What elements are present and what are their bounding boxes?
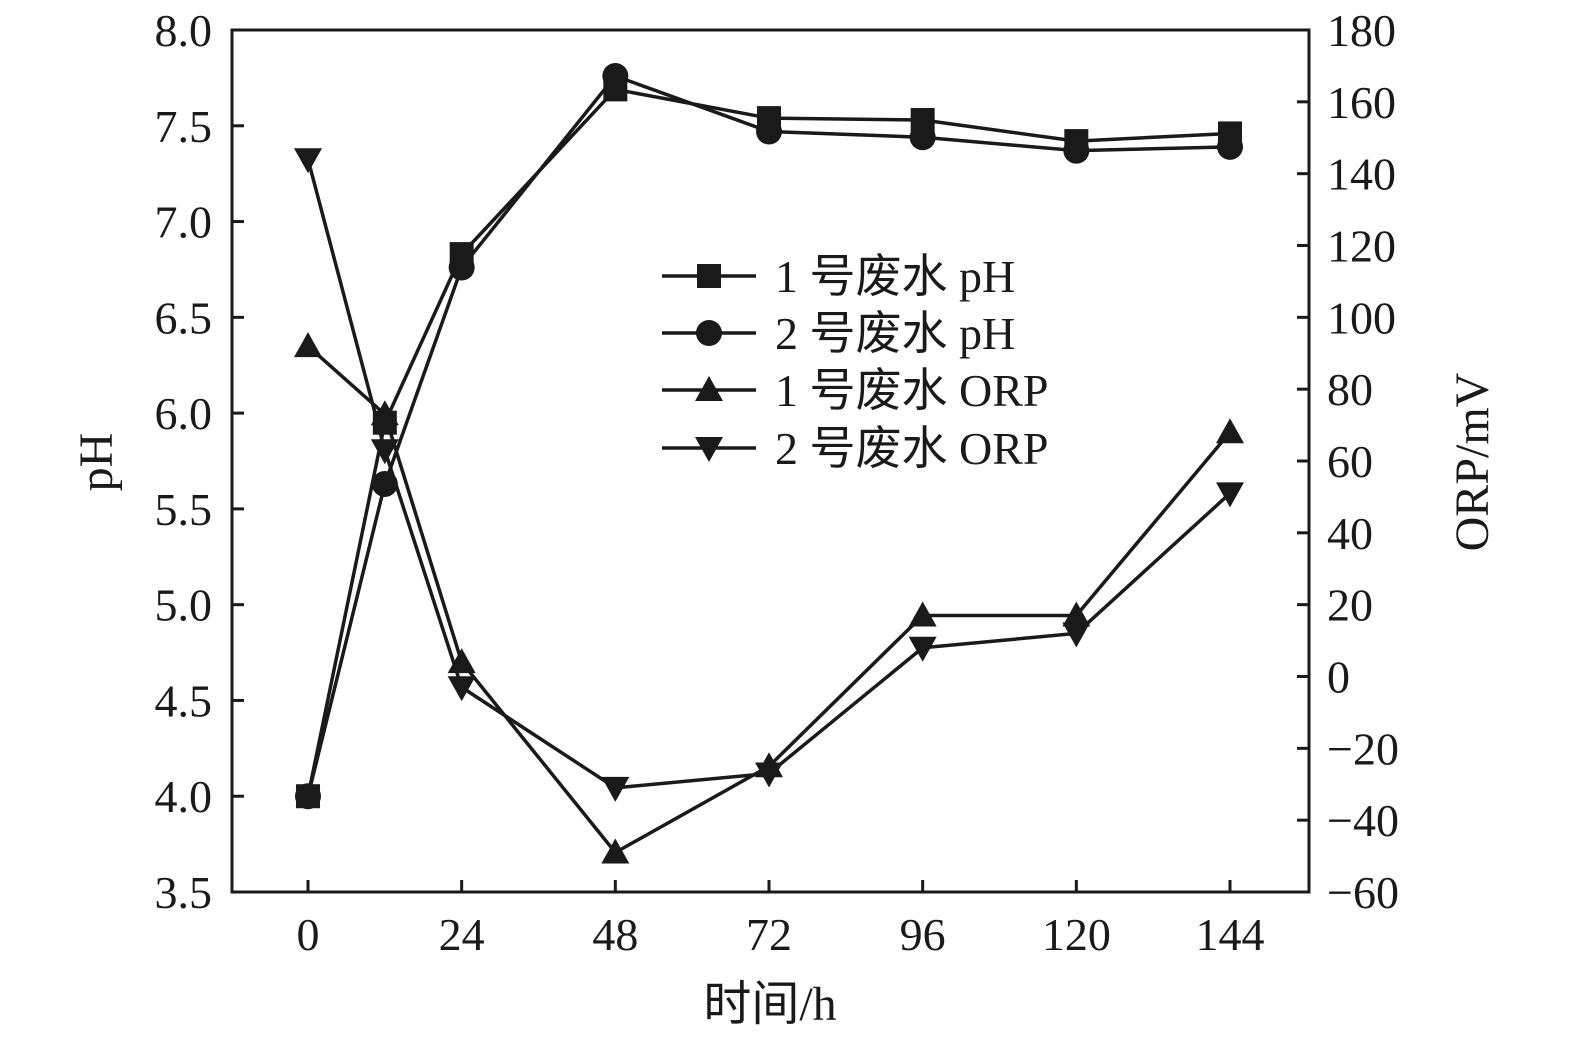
legend-label-3: 1 号废水 ORP bbox=[775, 365, 1048, 416]
x-tick-label: 48 bbox=[592, 909, 638, 960]
x-axis-title: 时间/h bbox=[703, 978, 836, 1031]
left-y-tick-label: 4.5 bbox=[155, 675, 213, 726]
x-tick-label: 120 bbox=[1042, 909, 1111, 960]
series-2-point bbox=[909, 124, 936, 151]
right-y-tick-label: 120 bbox=[1327, 221, 1396, 272]
left-y-tick-label: 3.5 bbox=[155, 867, 213, 918]
legend-label-2: 2 号废水 pH bbox=[775, 308, 1015, 359]
legend-label-4: 2 号废水 ORP bbox=[775, 423, 1048, 474]
series-2-point bbox=[371, 470, 398, 497]
series-2-point bbox=[448, 254, 475, 281]
legend-marker-4 bbox=[695, 437, 723, 462]
legend-marker-2 bbox=[696, 320, 722, 346]
right-y-tick-label: −20 bbox=[1327, 723, 1399, 774]
x-tick-label: 72 bbox=[746, 909, 792, 960]
right-y-tick-label: −60 bbox=[1327, 867, 1399, 918]
series-3-point bbox=[601, 838, 630, 864]
series-layer bbox=[294, 62, 1244, 864]
left-y-tick-label: 8.0 bbox=[155, 5, 213, 56]
series-3-point bbox=[1062, 601, 1091, 627]
series-3-point bbox=[908, 601, 937, 627]
series-4-point bbox=[1062, 622, 1091, 648]
series-line-1 bbox=[306, 87, 1231, 797]
left-y-axis-ticks: 3.5 4.0 4.5 5.0 5.5 6.0 6.5 7.0 7.5 8.0 bbox=[155, 5, 244, 918]
right-y-tick-label: −40 bbox=[1327, 795, 1399, 846]
left-y-tick-label: 4.0 bbox=[155, 771, 213, 822]
x-axis-ticks: 0 24 48 72 96 120 144 bbox=[297, 880, 1265, 960]
series-4-point bbox=[1216, 482, 1244, 508]
left-y-tick-label: 6.5 bbox=[155, 292, 213, 343]
series-2-point bbox=[295, 783, 321, 810]
right-y-axis-ticks: −60 −40 −20 0 20 40 60 80 100 120 140 160 180 bbox=[1297, 5, 1399, 918]
legend: 1 号废水 pH 2 号废水 pH 1 号废水 ORP 2 号废水 ORP bbox=[662, 251, 1048, 474]
left-y-axis-title: pH bbox=[70, 433, 123, 492]
series-4-point bbox=[294, 148, 322, 174]
right-y-axis-title: ORP/mV bbox=[1446, 372, 1499, 551]
x-tick-label: 24 bbox=[439, 909, 485, 960]
right-y-tick-label: 60 bbox=[1327, 436, 1373, 487]
x-tick-label: 0 bbox=[297, 909, 320, 960]
left-y-tick-label: 7.0 bbox=[155, 197, 213, 248]
series-line-2 bbox=[306, 74, 1231, 797]
left-y-tick-label: 6.0 bbox=[155, 388, 213, 439]
series-4-point bbox=[601, 776, 630, 802]
series-4-point bbox=[447, 676, 476, 702]
series-2-point bbox=[602, 62, 629, 89]
series-4-point bbox=[370, 439, 399, 465]
right-y-tick-label: 180 bbox=[1327, 5, 1396, 56]
series-4-point bbox=[755, 762, 783, 788]
right-y-tick-label: 80 bbox=[1327, 364, 1373, 415]
legend-label-1: 1 号废水 pH bbox=[775, 251, 1015, 302]
series-line-3 bbox=[306, 344, 1232, 855]
series-3-point bbox=[294, 332, 322, 358]
series-2-point bbox=[1063, 137, 1090, 164]
series-2-point bbox=[756, 118, 782, 145]
right-y-tick-label: 0 bbox=[1327, 652, 1350, 703]
x-tick-label: 96 bbox=[900, 909, 946, 960]
legend-marker-1 bbox=[697, 264, 721, 288]
legend-marker-3 bbox=[695, 376, 723, 401]
right-y-tick-label: 20 bbox=[1327, 580, 1373, 631]
right-y-tick-label: 40 bbox=[1327, 508, 1373, 559]
right-y-tick-label: 140 bbox=[1327, 149, 1396, 200]
left-y-tick-label: 5.5 bbox=[155, 484, 213, 535]
left-y-tick-label: 5.0 bbox=[155, 580, 213, 631]
left-y-tick-label: 7.5 bbox=[155, 101, 213, 152]
right-y-tick-label: 100 bbox=[1327, 292, 1396, 343]
x-tick-label: 144 bbox=[1196, 909, 1265, 960]
series-3-point bbox=[1216, 418, 1244, 444]
series-line-4 bbox=[306, 158, 1232, 790]
series-4-point bbox=[908, 636, 937, 662]
series-2-point bbox=[1217, 133, 1243, 160]
right-y-tick-label: 160 bbox=[1327, 77, 1396, 128]
